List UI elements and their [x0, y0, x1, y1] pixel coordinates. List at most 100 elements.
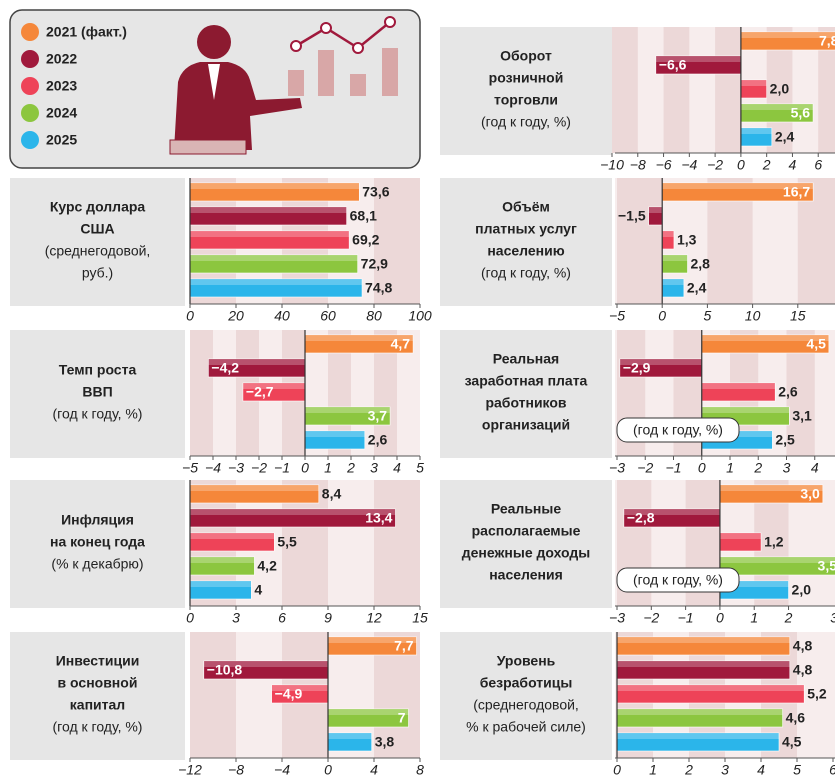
value-label: 4,8: [793, 638, 813, 654]
value-label: 4,7: [391, 336, 411, 352]
x-tick-label: 60: [320, 308, 336, 324]
x-tick-label: 15: [412, 610, 428, 626]
value-label: −2,8: [627, 510, 655, 526]
legend-label: 2024: [46, 105, 77, 121]
value-label: −2,7: [246, 384, 274, 400]
bar-shine: [617, 734, 779, 739]
value-label: 2,4: [775, 129, 795, 145]
value-label: 8,4: [322, 486, 342, 502]
x-tick-label: 100: [408, 308, 432, 324]
value-label: −10,8: [207, 662, 243, 678]
chart-subtitle: (год к году, %): [481, 265, 571, 281]
x-tick-label: 1: [750, 610, 758, 626]
bar-shine: [617, 638, 790, 643]
value-label: 2,4: [687, 280, 707, 296]
bar-shine: [662, 280, 684, 285]
bar-shine: [702, 408, 790, 413]
chart-title: заработная плата: [465, 373, 588, 389]
chart-title: розничной: [489, 70, 564, 86]
bar-shine: [662, 232, 674, 237]
x-tick-label: −6: [656, 157, 672, 173]
bar-shine: [190, 184, 359, 189]
chart-subtitle: (год к году, %): [481, 114, 571, 130]
chart-title: располагаемые: [472, 523, 581, 539]
value-label: 2,0: [770, 81, 790, 97]
x-tick-label: 0: [324, 762, 332, 778]
x-tick-label: 0: [737, 157, 745, 173]
value-label: 1,2: [764, 534, 784, 550]
x-tick-label: 4: [789, 157, 797, 173]
grid-band: [374, 480, 420, 606]
x-tick-label: 3: [232, 610, 240, 626]
x-tick-label: −3: [609, 460, 625, 476]
x-tick-label: 0: [613, 762, 621, 778]
legend-swatch: [21, 104, 39, 122]
x-tick-label: 1: [726, 460, 734, 476]
x-tick-label: 0: [301, 460, 309, 476]
x-tick-label: 10: [745, 308, 761, 324]
chart-title: Инфляция: [61, 512, 134, 528]
x-tick-label: 4: [757, 762, 765, 778]
x-tick-label: −10: [600, 157, 624, 173]
value-label: 4,8: [793, 662, 813, 678]
x-tick-label: 80: [366, 308, 382, 324]
chart-title: Реальная: [493, 351, 559, 367]
bar-shine: [617, 662, 790, 667]
x-tick-label: 2: [346, 460, 355, 476]
x-tick-label: 2: [753, 460, 762, 476]
x-tick-label: 4: [370, 762, 378, 778]
chart-subtitle: (год к году, %): [633, 572, 723, 588]
chart-title: Темп роста: [59, 362, 137, 378]
legend-swatch: [21, 131, 39, 149]
x-tick-label: −5: [609, 308, 625, 324]
value-label: 2,0: [792, 582, 812, 598]
chart-title: Курс доллара: [50, 199, 146, 215]
value-label: 72,9: [361, 256, 388, 272]
chart-title: на конец года: [50, 534, 145, 550]
value-label: 73,6: [362, 184, 389, 200]
chart-title: Реальные: [491, 501, 561, 517]
x-tick-label: 40: [274, 308, 290, 324]
grid-band: [664, 27, 690, 153]
value-label: 2,8: [691, 256, 711, 272]
value-label: 2,6: [368, 432, 388, 448]
x-tick-label: 2: [762, 157, 771, 173]
value-label: 2,6: [778, 384, 798, 400]
x-tick-label: 4: [811, 460, 819, 476]
value-label: 4,2: [257, 558, 277, 574]
x-tick-label: 3: [721, 762, 729, 778]
x-tick-label: −2: [643, 610, 659, 626]
x-tick-label: −12: [178, 762, 202, 778]
chart-title: Оборот: [500, 48, 552, 64]
chart-title: капитал: [70, 697, 125, 713]
value-label: 7,7: [394, 638, 414, 654]
grid-band: [617, 178, 662, 304]
x-tick-label: −3: [609, 610, 625, 626]
x-tick-label: 9: [324, 610, 332, 626]
grid-band: [715, 27, 741, 153]
x-tick-label: 2: [684, 762, 693, 778]
chart-subtitle: (год к году, %): [53, 406, 143, 422]
chart-subtitle: (год к году, %): [53, 719, 143, 735]
legend-label: 2025: [46, 132, 77, 148]
value-label: 69,2: [352, 232, 379, 248]
chart-subtitle: руб.): [82, 265, 113, 281]
bar-shine: [305, 432, 365, 437]
value-label: 68,1: [350, 208, 377, 224]
grid-band: [190, 330, 213, 456]
value-label: 7,8: [819, 33, 835, 49]
x-tick-label: 1: [649, 762, 657, 778]
x-tick-label: 5: [793, 762, 801, 778]
value-label: −2,9: [623, 360, 651, 376]
x-tick-label: 0: [716, 610, 724, 626]
x-tick-label: 2: [784, 610, 793, 626]
value-label: 4,5: [806, 336, 826, 352]
bar-shine: [190, 534, 274, 539]
value-label: 4: [254, 582, 262, 598]
value-label: 1,3: [677, 232, 697, 248]
bar-shine: [190, 256, 358, 261]
value-label: 16,7: [783, 184, 810, 200]
x-tick-label: −4: [274, 762, 290, 778]
x-tick-label: −3: [228, 460, 244, 476]
bar-shine: [662, 256, 687, 261]
